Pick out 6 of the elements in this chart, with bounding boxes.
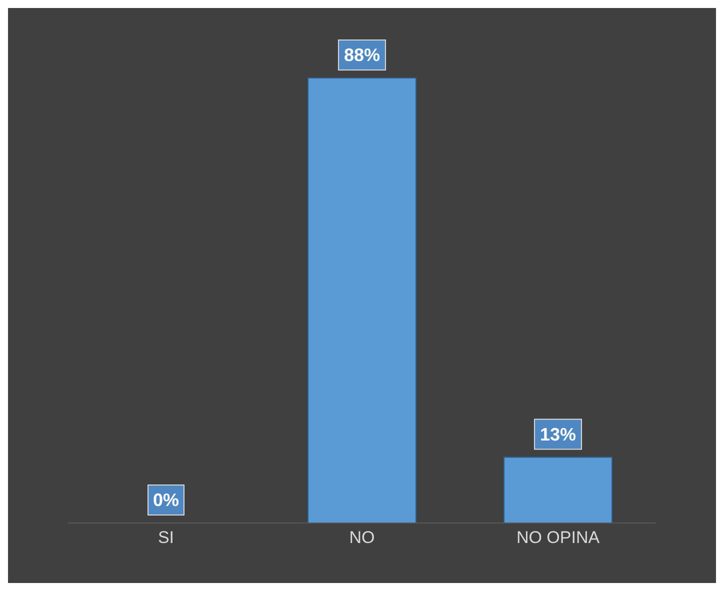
data-label: 88% xyxy=(344,45,380,65)
x-tick-label: SI xyxy=(158,528,174,548)
data-label: 13% xyxy=(540,424,576,444)
x-tick-label: NO xyxy=(349,528,375,548)
x-tick-label: NO OPINA xyxy=(516,528,600,548)
data-label: 0% xyxy=(152,490,180,510)
